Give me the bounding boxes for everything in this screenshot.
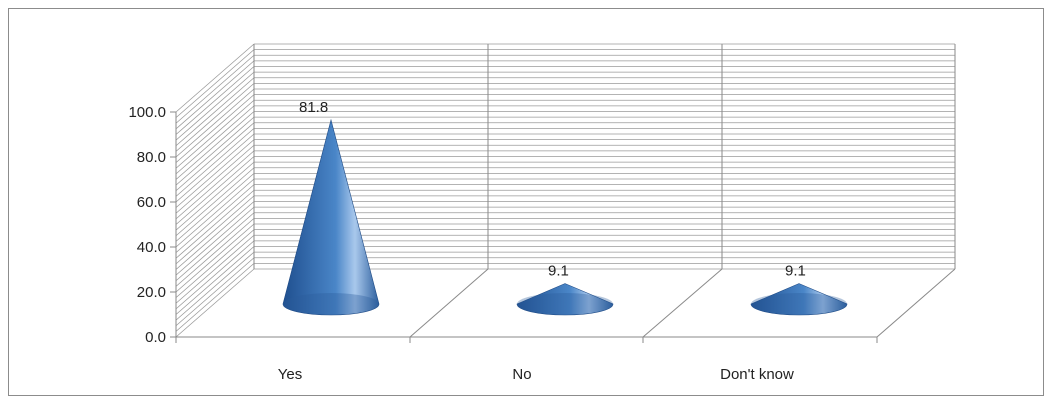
y-tick-label: 20.0 [137, 284, 166, 301]
cone-no [516, 283, 614, 316]
cones [282, 118, 848, 316]
axes: 0.0 20.0 40.0 60.0 80.0 100.0 [128, 104, 878, 346]
chart-frame [8, 8, 1044, 396]
data-label: 9.1 [548, 263, 569, 280]
y-tick-label: 100.0 [128, 104, 166, 121]
y-tick-label: 80.0 [137, 149, 166, 166]
x-category-label: Yes [278, 366, 302, 383]
labels: 81.8 Yes 9.1 No 9.1 Don't know [278, 99, 806, 383]
y-tick-label: 40.0 [137, 239, 166, 256]
data-label: 81.8 [299, 99, 328, 116]
y-tick-label: 0.0 [145, 329, 166, 346]
gridlines [175, 43, 956, 338]
data-label: 9.1 [785, 263, 806, 280]
cone-don-t-know [750, 283, 848, 316]
y-tick-label: 60.0 [137, 194, 166, 211]
x-category-label: Don't know [720, 366, 794, 383]
x-category-label: No [512, 366, 531, 383]
cone-yes [282, 118, 380, 316]
